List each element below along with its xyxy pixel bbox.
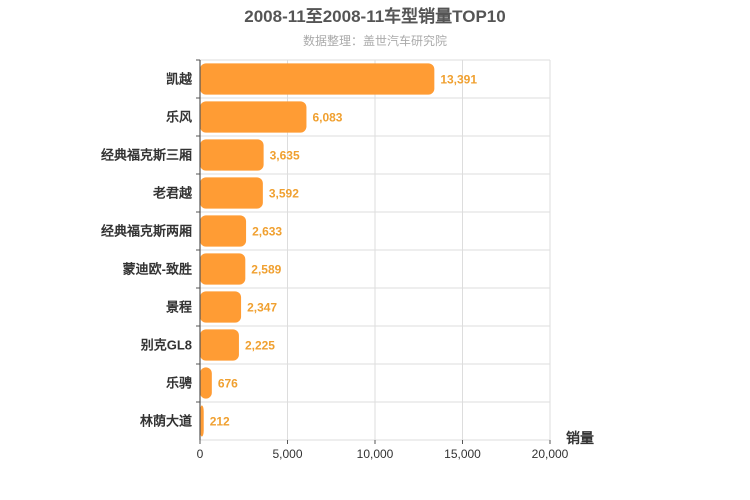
bar[interactable]	[200, 253, 246, 285]
value-label: 676	[218, 377, 238, 391]
value-label: 2,633	[252, 225, 282, 239]
x-tick-label: 20,000	[532, 447, 569, 461]
x-tick-label: 0	[197, 447, 204, 461]
bar[interactable]	[200, 63, 435, 95]
bar[interactable]	[200, 177, 263, 209]
bar[interactable]	[200, 215, 247, 247]
category-label: 经典福克斯两厢	[101, 224, 192, 239]
category-label: 经典福克斯三厢	[101, 148, 192, 163]
category-label: 林荫大道	[140, 414, 192, 429]
category-label: 景程	[166, 300, 192, 315]
value-label: 3,592	[269, 187, 299, 201]
x-tick-label: 5,000	[272, 447, 302, 461]
value-label: 6,083	[312, 111, 342, 125]
category-label: 蒙迪欧-致胜	[123, 262, 192, 277]
category-label: 乐风	[166, 110, 192, 125]
value-label: 2,347	[247, 301, 277, 315]
value-label: 2,225	[245, 339, 275, 353]
category-label: 凯越	[166, 72, 193, 87]
value-label: 13,391	[440, 73, 477, 87]
bar[interactable]	[200, 291, 242, 323]
chart-subtitle: 数据整理：盖世汽车研究院	[303, 33, 447, 48]
bar[interactable]	[200, 405, 204, 437]
category-label: 老君越	[152, 186, 193, 201]
bar[interactable]	[200, 367, 212, 399]
value-label: 2,589	[251, 263, 281, 277]
x-axis-title: 销量	[566, 430, 594, 446]
value-label: 212	[210, 415, 230, 429]
axes-group: 凯越 13,391 乐风 6,083 经典福克斯三厢 3,635 老君越 3,592 经典福克斯…	[101, 59, 569, 461]
value-label: 3,635	[270, 149, 300, 163]
bar[interactable]	[200, 329, 239, 361]
x-tick-label: 15,000	[444, 447, 481, 461]
x-tick-label: 10,000	[357, 447, 394, 461]
gridlines	[199, 59, 551, 441]
category-label: 别克GL8	[140, 338, 192, 353]
bar[interactable]	[200, 101, 307, 133]
category-label: 乐骋	[166, 376, 192, 391]
chart-title: 2008-11至2008-11车型销量TOP10	[244, 6, 505, 26]
bar[interactable]	[200, 139, 264, 171]
bars-group	[200, 63, 435, 437]
